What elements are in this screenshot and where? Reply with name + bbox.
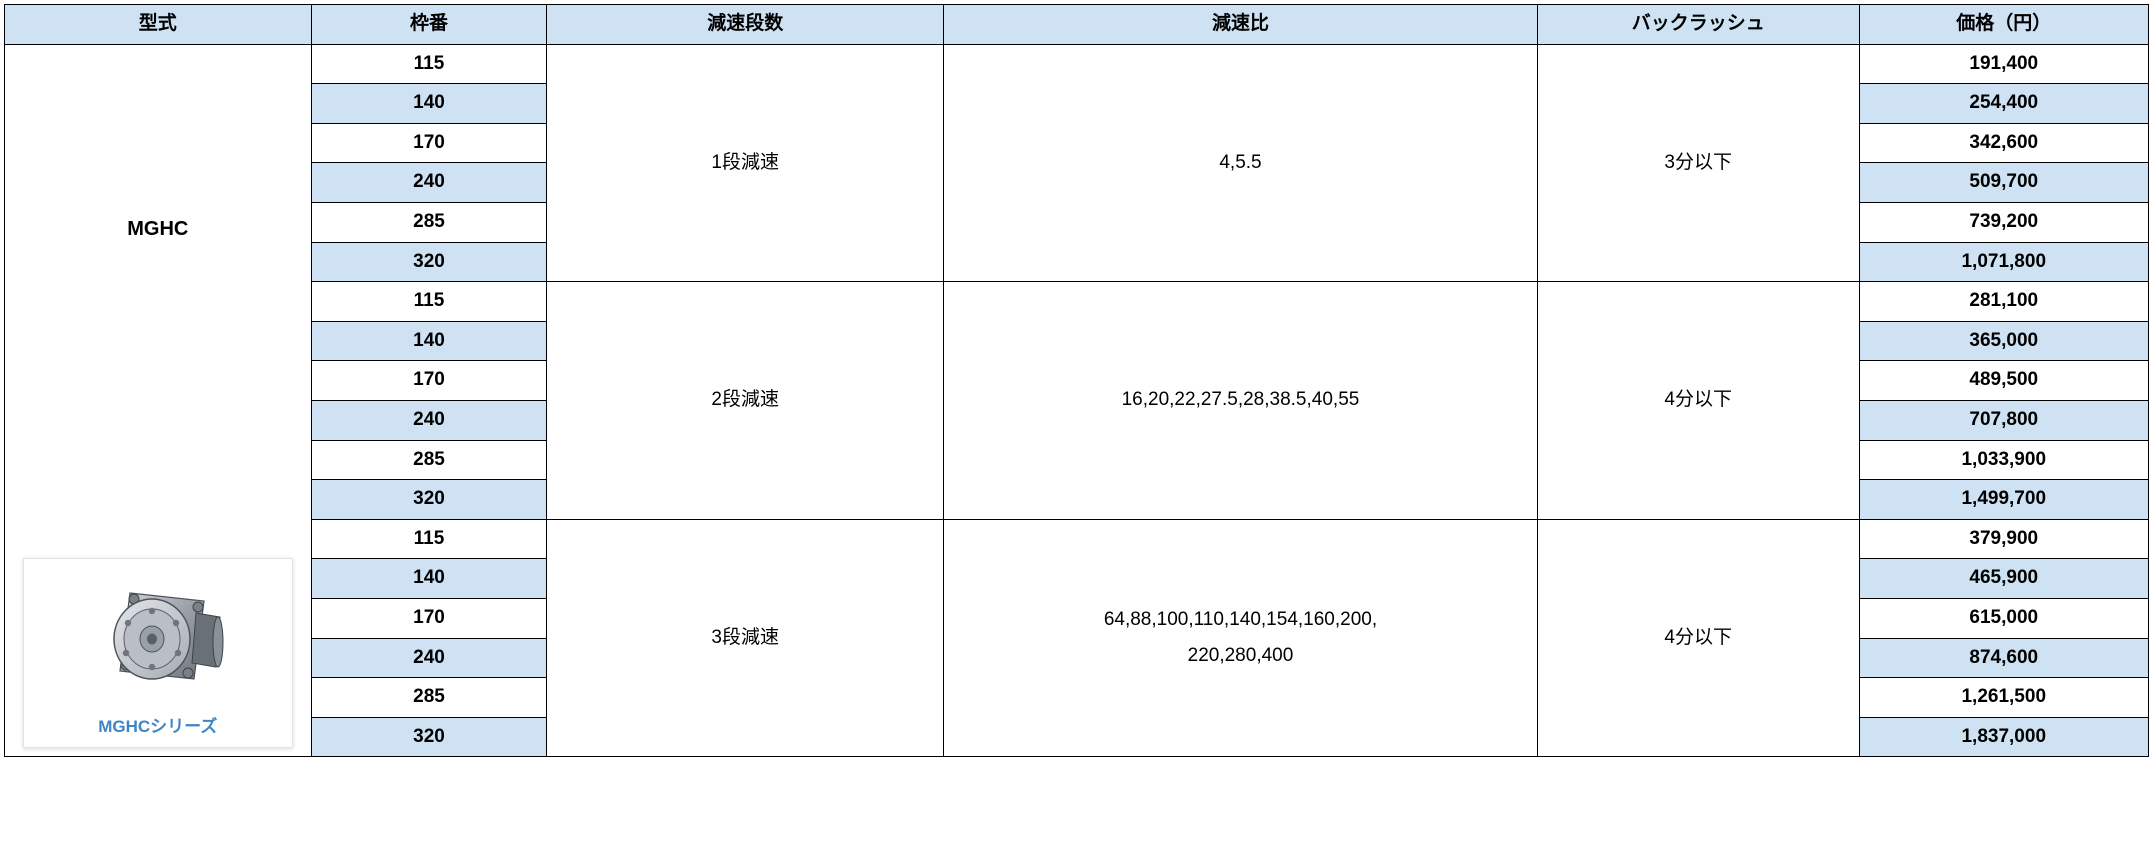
- frame-cell: 170: [311, 123, 547, 163]
- price-cell: 191,400: [1859, 44, 2148, 84]
- frame-cell: 170: [311, 598, 547, 638]
- table-row: 115 2段減速 16,20,22,27.5,28,38.5,40,55 4分以…: [5, 282, 2149, 322]
- frame-cell: 240: [311, 163, 547, 203]
- frame-cell: 170: [311, 361, 547, 401]
- price-cell: 707,800: [1859, 400, 2148, 440]
- price-cell: 509,700: [1859, 163, 2148, 203]
- header-frame: 枠番: [311, 5, 547, 45]
- price-cell: 379,900: [1859, 519, 2148, 559]
- ratio-cell: 64,88,100,110,140,154,160,200, 220,280,4…: [944, 519, 1538, 757]
- ratio-line-1: 64,88,100,110,140,154,160,200,: [1104, 609, 1377, 630]
- product-card: MGHCシリーズ: [23, 558, 293, 748]
- price-cell: 365,000: [1859, 321, 2148, 361]
- frame-cell: 320: [311, 480, 547, 520]
- price-cell: 254,400: [1859, 84, 2148, 124]
- price-cell: 489,500: [1859, 361, 2148, 401]
- header-model: 型式: [5, 5, 312, 45]
- model-cell: MGHC: [5, 44, 312, 757]
- table-row: 115 3段減速 64,88,100,110,140,154,160,200, …: [5, 519, 2149, 559]
- frame-cell: 285: [311, 678, 547, 718]
- stage-cell: 1段減速: [547, 44, 944, 282]
- frame-cell: 240: [311, 400, 547, 440]
- price-cell: 1,033,900: [1859, 440, 2148, 480]
- backlash-cell: 3分以下: [1537, 44, 1859, 282]
- price-cell: 1,837,000: [1859, 717, 2148, 757]
- spec-price-table: 型式 枠番 減速段数 減速比 バックラッシュ 価格（円） MGHC: [4, 4, 2149, 757]
- ratio-cell: 4,5.5: [944, 44, 1538, 282]
- header-backlash: バックラッシュ: [1537, 5, 1859, 45]
- frame-cell: 140: [311, 84, 547, 124]
- gearbox-product-image: [88, 569, 228, 709]
- backlash-cell: 4分以下: [1537, 282, 1859, 520]
- table-row: MGHC: [5, 44, 2149, 84]
- stage-cell: 2段減速: [547, 282, 944, 520]
- frame-cell: 320: [311, 717, 547, 757]
- frame-cell: 320: [311, 242, 547, 282]
- header-ratio: 減速比: [944, 5, 1538, 45]
- frame-cell: 140: [311, 559, 547, 599]
- price-cell: 1,071,800: [1859, 242, 2148, 282]
- frame-cell: 115: [311, 282, 547, 322]
- frame-cell: 140: [311, 321, 547, 361]
- table-header-row: 型式 枠番 減速段数 減速比 バックラッシュ 価格（円）: [5, 5, 2149, 45]
- price-cell: 281,100: [1859, 282, 2148, 322]
- frame-cell: 115: [311, 519, 547, 559]
- frame-cell: 285: [311, 440, 547, 480]
- price-cell: 342,600: [1859, 123, 2148, 163]
- ratio-cell: 16,20,22,27.5,28,38.5,40,55: [944, 282, 1538, 520]
- price-cell: 1,499,700: [1859, 480, 2148, 520]
- price-cell: 874,600: [1859, 638, 2148, 678]
- frame-cell: 115: [311, 44, 547, 84]
- frame-cell: 285: [311, 202, 547, 242]
- price-cell: 739,200: [1859, 202, 2148, 242]
- price-cell: 615,000: [1859, 598, 2148, 638]
- backlash-cell: 4分以下: [1537, 519, 1859, 757]
- ratio-line-2: 220,280,400: [1188, 645, 1294, 666]
- price-cell: 1,261,500: [1859, 678, 2148, 718]
- header-price: 価格（円）: [1859, 5, 2148, 45]
- model-label: MGHC: [5, 215, 311, 243]
- stage-cell: 3段減速: [547, 519, 944, 757]
- series-label: MGHCシリーズ: [30, 715, 286, 739]
- price-cell: 465,900: [1859, 559, 2148, 599]
- header-stage: 減速段数: [547, 5, 944, 45]
- frame-cell: 240: [311, 638, 547, 678]
